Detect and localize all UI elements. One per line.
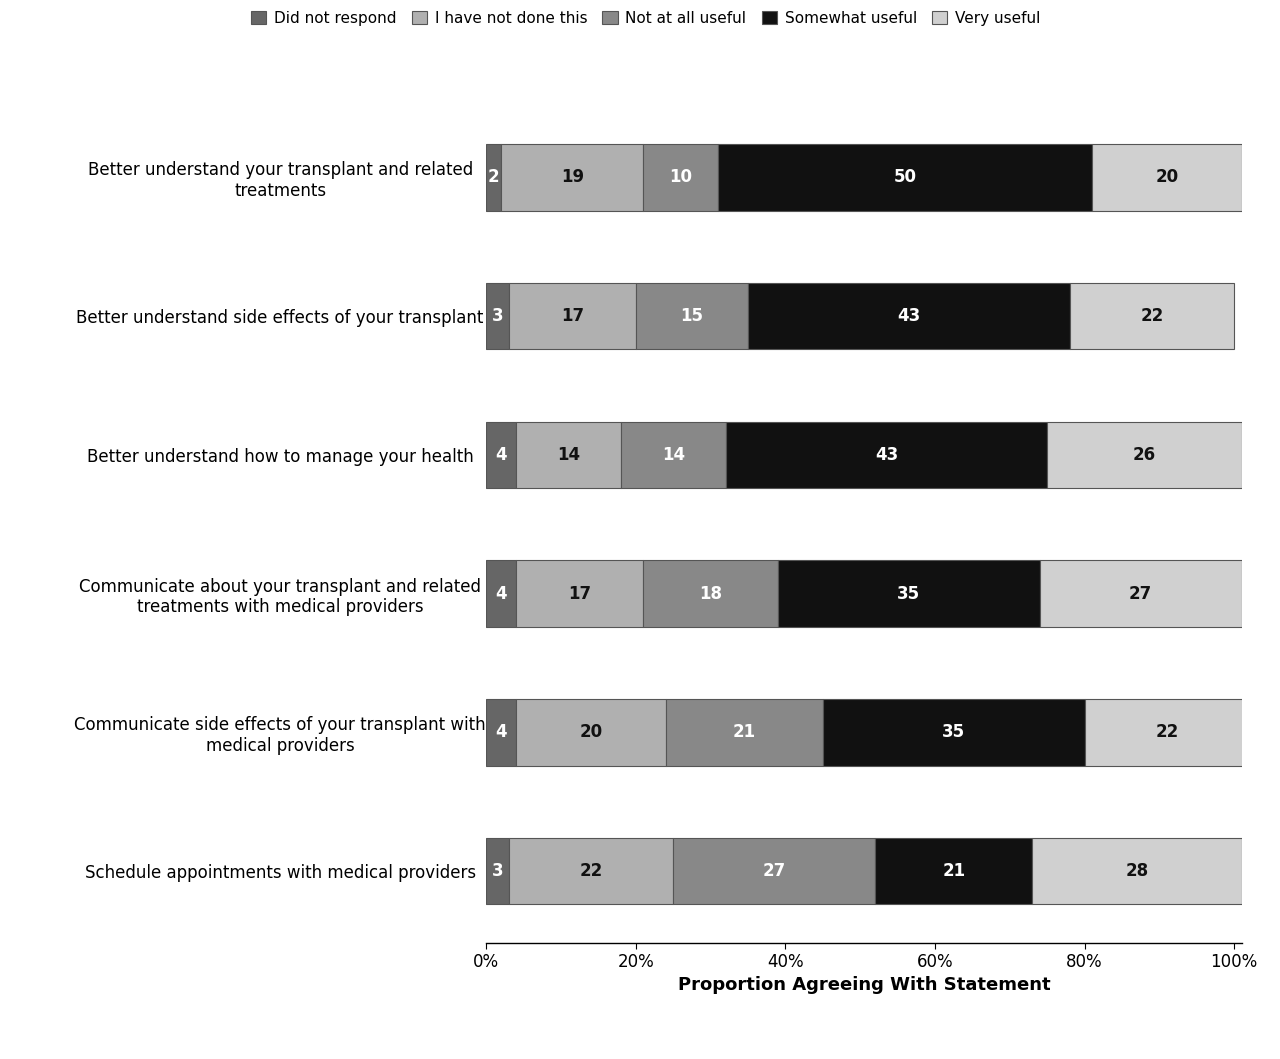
Text: 35: 35 bbox=[897, 585, 920, 603]
Bar bbox=[516, 699, 666, 766]
Text: 22: 22 bbox=[1140, 307, 1164, 325]
Bar bbox=[486, 421, 516, 488]
Text: 35: 35 bbox=[942, 723, 965, 741]
Text: 3: 3 bbox=[492, 307, 503, 325]
Text: 14: 14 bbox=[557, 446, 580, 464]
Bar bbox=[644, 144, 718, 211]
Bar bbox=[644, 560, 778, 627]
Bar bbox=[1092, 144, 1242, 211]
Bar bbox=[718, 144, 1092, 211]
Text: 10: 10 bbox=[669, 168, 692, 186]
Text: 4: 4 bbox=[495, 585, 507, 603]
Text: 21: 21 bbox=[733, 723, 756, 741]
Bar bbox=[1039, 560, 1242, 627]
Bar bbox=[621, 421, 726, 488]
Bar bbox=[1032, 838, 1242, 904]
Bar bbox=[486, 838, 509, 904]
Text: 4: 4 bbox=[495, 446, 507, 464]
Text: 15: 15 bbox=[681, 307, 704, 325]
Bar bbox=[673, 838, 876, 904]
Text: 20: 20 bbox=[1156, 168, 1179, 186]
Bar bbox=[876, 838, 1032, 904]
Text: 43: 43 bbox=[897, 307, 920, 325]
Bar bbox=[1084, 699, 1249, 766]
X-axis label: Proportion Agreeing With Statement: Proportion Agreeing With Statement bbox=[677, 976, 1051, 994]
Text: 18: 18 bbox=[699, 585, 722, 603]
Bar bbox=[823, 699, 1084, 766]
Bar bbox=[636, 283, 748, 349]
Bar bbox=[486, 144, 502, 211]
Text: 27: 27 bbox=[763, 862, 786, 880]
Text: 3: 3 bbox=[492, 862, 503, 880]
Legend: Did not respond, I have not done this, Not at all useful, Somewhat useful, Very : Did not respond, I have not done this, N… bbox=[244, 5, 1047, 32]
Text: 17: 17 bbox=[568, 585, 591, 603]
Text: 2: 2 bbox=[488, 168, 499, 186]
Bar bbox=[516, 560, 644, 627]
Bar bbox=[509, 283, 636, 349]
Text: 20: 20 bbox=[580, 723, 603, 741]
Text: 27: 27 bbox=[1129, 585, 1152, 603]
Bar bbox=[486, 283, 509, 349]
Text: 21: 21 bbox=[942, 862, 965, 880]
Bar bbox=[666, 699, 823, 766]
Text: 22: 22 bbox=[1156, 723, 1179, 741]
Text: 22: 22 bbox=[580, 862, 603, 880]
Bar bbox=[516, 421, 621, 488]
Text: 43: 43 bbox=[874, 446, 899, 464]
Bar bbox=[726, 421, 1047, 488]
Text: 19: 19 bbox=[561, 168, 584, 186]
Text: 17: 17 bbox=[561, 307, 584, 325]
Text: 28: 28 bbox=[1125, 862, 1148, 880]
Bar bbox=[1047, 421, 1242, 488]
Text: 26: 26 bbox=[1133, 446, 1156, 464]
Bar bbox=[748, 283, 1070, 349]
Text: 50: 50 bbox=[893, 168, 916, 186]
Text: 14: 14 bbox=[662, 446, 685, 464]
Bar bbox=[509, 838, 673, 904]
Bar bbox=[502, 144, 644, 211]
Text: 4: 4 bbox=[495, 723, 507, 741]
Bar bbox=[1070, 283, 1234, 349]
Bar bbox=[486, 699, 516, 766]
Bar bbox=[778, 560, 1039, 627]
Bar bbox=[486, 560, 516, 627]
